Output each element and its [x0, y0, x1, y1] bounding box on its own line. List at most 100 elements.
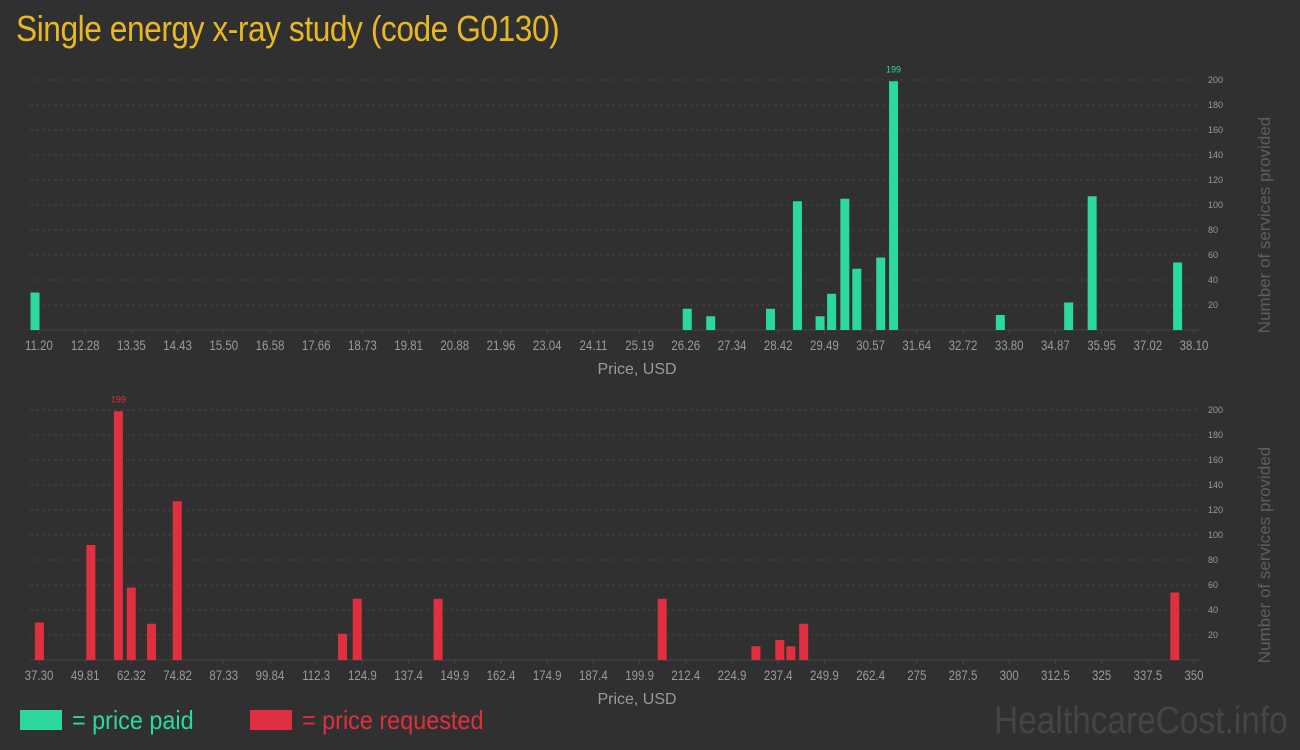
- legend-price-paid: = price paid: [20, 705, 207, 735]
- x-tick-label-paid: 35.95: [1087, 337, 1116, 353]
- y-tick-label-requested: 160: [1208, 455, 1223, 465]
- y-tick-label-requested: 120: [1208, 505, 1223, 515]
- x-tick-label-paid: 26.26: [671, 337, 700, 353]
- x-tick-label-requested: 350: [1184, 667, 1203, 683]
- bar-requested: [352, 598, 362, 660]
- y-tick-label-requested: 100: [1208, 530, 1223, 540]
- y-tick-label-requested: 180: [1208, 430, 1223, 440]
- bar-requested: [34, 622, 44, 660]
- bar-requested: [775, 640, 785, 660]
- bar-requested: [751, 646, 761, 660]
- y-tick-label-requested: 60: [1208, 580, 1218, 590]
- x-tick-label-paid: 30.57: [856, 337, 885, 353]
- chart-title: Single energy x-ray study (code G0130): [16, 8, 560, 49]
- bar-paid: [1064, 302, 1074, 330]
- x-tick-label-requested: 212.4: [671, 667, 700, 683]
- y-tick-label-requested: 20: [1208, 630, 1218, 640]
- y-tick-label-paid: 180: [1208, 100, 1223, 110]
- y-tick-label-paid: 20: [1208, 300, 1218, 310]
- bar-paid: [827, 293, 837, 330]
- legend-label-requested: = price requested: [302, 704, 484, 735]
- x-tick-label-paid: 32.72: [949, 337, 978, 353]
- y-tick-label-requested: 40: [1208, 605, 1218, 615]
- x-tick-label-paid: 13.35: [117, 337, 146, 353]
- x-tick-label-requested: 199.9: [625, 667, 654, 683]
- x-tick-label-requested: 149.9: [440, 667, 469, 683]
- x-tick-label-requested: 275: [907, 667, 926, 683]
- bar-requested: [113, 411, 123, 660]
- bar-paid: [792, 201, 802, 330]
- x-tick-label-paid: 34.87: [1041, 337, 1070, 353]
- x-tick-label-requested: 74.82: [163, 667, 192, 683]
- x-tick-label-paid: 12.28: [71, 337, 100, 353]
- x-tick-label-paid: 11.20: [25, 337, 53, 353]
- x-axis-label-requested: Price, USD: [597, 691, 676, 708]
- y-tick-label-requested: 200: [1208, 405, 1223, 415]
- x-tick-label-requested: 99.84: [256, 667, 285, 683]
- bar-requested: [338, 633, 348, 660]
- bar-paid: [815, 316, 825, 330]
- x-tick-label-paid: 15.50: [209, 337, 238, 353]
- bar-paid: [30, 292, 40, 330]
- max-value-label-requested: 199: [111, 394, 126, 404]
- x-tick-label-requested: 312.5: [1041, 667, 1070, 683]
- x-tick-label-requested: 249.9: [810, 667, 839, 683]
- bar-paid: [889, 81, 899, 330]
- x-tick-label-paid: 16.58: [256, 337, 285, 353]
- bar-requested: [86, 545, 96, 660]
- x-tick-label-paid: 24.11: [579, 337, 607, 353]
- x-tick-label-requested: 162.4: [487, 667, 516, 683]
- bar-paid: [1087, 196, 1097, 330]
- x-tick-label-requested: 262.4: [856, 667, 885, 683]
- x-tick-label-paid: 28.42: [764, 337, 793, 353]
- y-tick-label-requested: 80: [1208, 555, 1218, 565]
- x-tick-label-requested: 112.3: [302, 667, 330, 683]
- max-value-label-paid: 199: [886, 64, 901, 74]
- x-tick-label-requested: 337.5: [1133, 667, 1162, 683]
- x-tick-label-requested: 300: [1000, 667, 1019, 683]
- y-tick-label-paid: 120: [1208, 175, 1223, 185]
- bar-paid: [706, 316, 716, 330]
- x-tick-label-paid: 21.96: [487, 337, 516, 353]
- x-tick-label-paid: 17.66: [302, 337, 331, 353]
- watermark: HealthcareCost.info: [994, 700, 1288, 742]
- y-tick-label-paid: 160: [1208, 125, 1223, 135]
- bar-paid: [682, 308, 692, 330]
- y-tick-label-paid: 100: [1208, 200, 1223, 210]
- bar-paid: [876, 257, 886, 330]
- x-tick-label-paid: 20.88: [440, 337, 469, 353]
- y-tick-label-paid: 60: [1208, 250, 1218, 260]
- x-tick-label-requested: 237.4: [764, 667, 793, 683]
- x-axis-label-paid: Price, USD: [597, 361, 676, 378]
- x-tick-label-requested: 187.4: [579, 667, 608, 683]
- x-tick-label-requested: 37.30: [25, 667, 54, 683]
- x-tick-label-requested: 124.9: [348, 667, 377, 683]
- y-axis-label-requested: Number of services provided: [1255, 447, 1274, 663]
- legend-swatch-requested: [250, 710, 292, 730]
- bar-paid: [840, 198, 850, 330]
- bar-paid: [995, 315, 1005, 330]
- bar-paid: [1173, 262, 1183, 330]
- bar-requested: [172, 501, 182, 660]
- x-tick-label-requested: 287.5: [949, 667, 978, 683]
- x-tick-label-requested: 174.9: [533, 667, 562, 683]
- y-tick-label-paid: 80: [1208, 225, 1218, 235]
- bar-requested: [786, 646, 796, 660]
- y-axis-label-paid: Number of services provided: [1255, 117, 1274, 333]
- x-tick-label-requested: 325: [1092, 667, 1111, 683]
- x-tick-label-paid: 31.64: [902, 337, 931, 353]
- y-tick-label-paid: 140: [1208, 150, 1223, 160]
- x-tick-label-paid: 25.19: [625, 337, 654, 353]
- x-tick-label-paid: 29.49: [810, 337, 839, 353]
- bar-requested: [433, 598, 443, 660]
- x-tick-label-requested: 87.33: [209, 667, 238, 683]
- x-tick-label-paid: 27.34: [718, 337, 747, 353]
- bar-paid: [852, 268, 862, 330]
- y-tick-label-requested: 140: [1208, 480, 1223, 490]
- bar-requested: [146, 623, 156, 660]
- bar-requested: [1170, 592, 1180, 660]
- x-tick-label-paid: 37.02: [1133, 337, 1162, 353]
- y-tick-label-paid: 40: [1208, 275, 1218, 285]
- bar-requested: [126, 587, 136, 660]
